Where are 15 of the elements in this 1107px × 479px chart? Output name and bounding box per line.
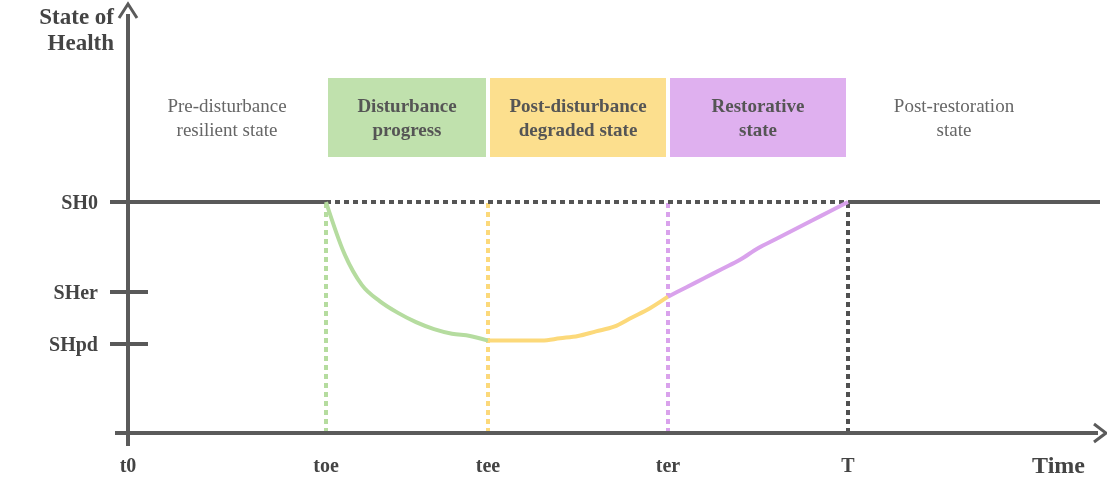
x-tick-label: T [841, 454, 856, 476]
ref-line-label: SHer [53, 281, 99, 304]
x-tick-label: tee [475, 454, 501, 476]
text: Post-restoration state [893, 94, 1015, 140]
ref-line-label: SH0 [61, 191, 98, 213]
text: Restorative state [711, 94, 805, 140]
text: State of Health [39, 4, 115, 55]
text: Post-disturbance degraded state [509, 94, 647, 140]
text: Disturbance progress [357, 94, 457, 140]
x-axis-title: Time [1032, 452, 1086, 478]
x-tick-label: toe [313, 454, 339, 476]
text: Pre-disturbance resilient state [167, 94, 287, 140]
x-tick-label: ter [655, 454, 681, 476]
ref-line-label: SHpd [49, 333, 98, 357]
x-tick-label: t0 [119, 454, 137, 476]
